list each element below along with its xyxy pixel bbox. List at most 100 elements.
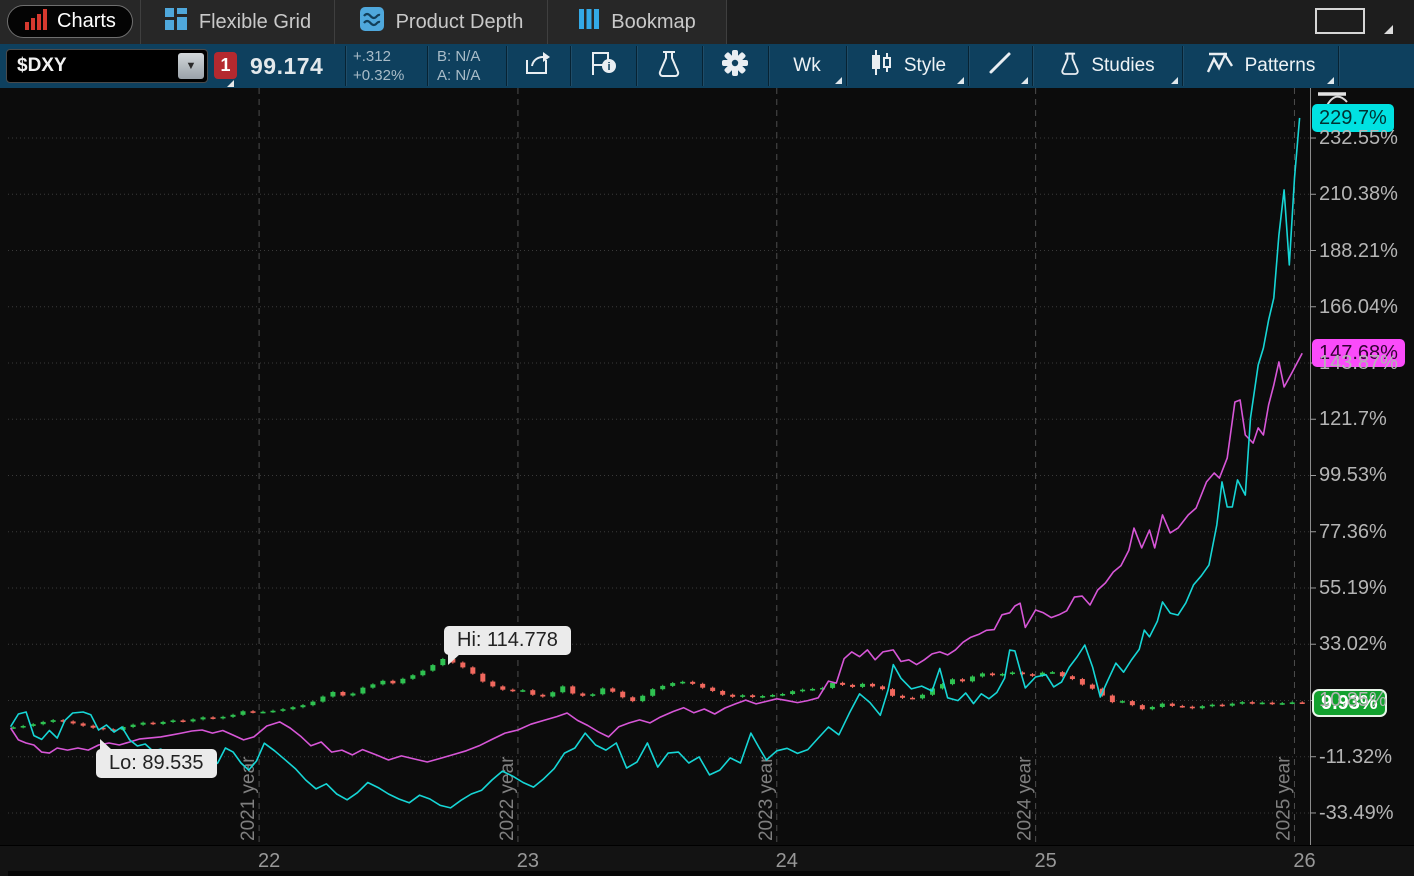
year-gridline-label: 2024 year: [1015, 756, 1036, 841]
chart-canvas[interactable]: 2021 year 2022 year 2023 year 2024 year 2025…: [0, 88, 1414, 845]
price-axis-label: 166.04%: [1319, 295, 1398, 318]
tab-product-depth[interactable]: Product Depth: [334, 0, 547, 44]
timeframe-button[interactable]: Wk: [768, 44, 846, 88]
toolbar-divider: [636, 46, 637, 86]
price-axis-label: -11.32%: [1319, 745, 1393, 768]
change-percent: +0.32%: [353, 67, 405, 84]
candlestick-icon: [868, 48, 894, 84]
dropdown-corner-icon: [1171, 77, 1178, 84]
price-change: +.312 +0.32%: [353, 47, 404, 85]
toolbar-divider: [345, 46, 346, 86]
price-axis-label: 77.36%: [1319, 520, 1387, 543]
price-axis-label: 210.38%: [1319, 183, 1398, 206]
dropdown-corner-icon: [835, 77, 842, 84]
bid-value: B: N/A: [437, 48, 481, 65]
symbol-dropdown-button[interactable]: ▼: [178, 53, 204, 79]
toolbar-divider: [968, 46, 969, 86]
toolbar-divider: [702, 46, 703, 86]
bid-ask: B: N/A A: N/A: [437, 47, 480, 85]
pattern-zigzag-icon: [1205, 49, 1235, 83]
timeframe-label: Wk: [793, 55, 821, 76]
dropdown-corner-icon: [957, 77, 964, 84]
magenta-last-value-badge: 147.68%: [1312, 339, 1405, 368]
toolbar-divider: [1032, 46, 1033, 86]
symbol-input[interactable]: $DXY ▼: [6, 49, 208, 83]
panel-resize-handle[interactable]: [1384, 25, 1393, 34]
year-gridline-label: 2022 year: [497, 756, 518, 841]
last-price: 99.174: [250, 53, 324, 79]
time-axis-label: 22: [257, 850, 281, 872]
cyan-last-value-badge: 229.7%: [1312, 103, 1394, 132]
flag-info-icon: i: [588, 49, 618, 83]
cyan-comparison-line: [9, 117, 1301, 809]
chart-describer-button[interactable]: i: [570, 44, 636, 88]
time-axis-label: 25: [1034, 850, 1057, 872]
flask-icon: [1059, 49, 1081, 83]
drawings-button[interactable]: [968, 44, 1032, 88]
alert-count-badge[interactable]: 1: [214, 52, 237, 79]
high-value-tooltip: Hi: 114.778: [444, 626, 571, 665]
gear-icon: [720, 48, 750, 84]
price-axis-label: 10.85%: [1319, 689, 1387, 712]
toolbar-divider: [570, 46, 571, 86]
price-axis-label: 33.02%: [1319, 633, 1387, 656]
tab-label: Flexible Grid: [198, 10, 312, 33]
low-value-tooltip: Lo: 89.535: [96, 739, 217, 778]
year-gridline-label: 2025 year: [1273, 756, 1294, 841]
chart-toolbar: $DXY ▼ 1 99.174 +.312 +0.32% B: N/A A: N…: [0, 44, 1414, 88]
patterns-button[interactable]: Patterns: [1182, 44, 1338, 88]
price-axis-label: -33.49%: [1319, 801, 1394, 824]
tab-flexible-grid[interactable]: Flexible Grid: [140, 0, 334, 44]
window-restore-control[interactable]: [1315, 8, 1365, 34]
symbol-menu-corner-icon: [227, 80, 234, 87]
toolbar-divider: [1338, 46, 1339, 86]
patterns-label: Patterns: [1244, 55, 1316, 76]
analyze-button[interactable]: [636, 44, 702, 88]
year-gridline-label: 2023 year: [756, 756, 777, 841]
tab-charts[interactable]: Charts: [7, 5, 133, 38]
time-axis[interactable]: 22 23 24 25 26: [0, 845, 1414, 876]
share-button[interactable]: [506, 44, 570, 88]
change-value: +.312: [353, 48, 391, 65]
tab-label: Bookmap: [611, 10, 696, 33]
tab-bar-spacer: [727, 0, 1414, 44]
tab-bookmap[interactable]: Bookmap: [547, 0, 727, 44]
bookmap-bars-icon: [578, 7, 600, 37]
tab-bar: Charts Flexible Grid Product Depth: [0, 0, 1414, 44]
share-icon: [523, 49, 553, 83]
depth-waves-icon: [359, 6, 385, 38]
magenta-comparison-line: [9, 352, 1303, 763]
chart-h-scrollbar[interactable]: [8, 871, 1010, 876]
price-axis-label: 55.19%: [1319, 576, 1387, 599]
studies-button[interactable]: Studies: [1032, 44, 1182, 88]
time-axis-label: 23: [516, 850, 540, 872]
year-gridline-label: 2021 year: [238, 756, 259, 841]
toolbar-divider: [846, 46, 847, 86]
style-button[interactable]: Style: [846, 44, 968, 88]
toolbar-divider: [768, 46, 769, 86]
svg-text:i: i: [607, 61, 610, 73]
ask-value: A: N/A: [437, 67, 481, 84]
style-label: Style: [903, 55, 947, 76]
dxy-last-value-badge: 9.93%: [1312, 688, 1387, 717]
settings-button[interactable]: [702, 44, 768, 88]
studies-label: Studies: [1091, 55, 1155, 76]
tab-label: Charts: [57, 10, 116, 32]
chart-area[interactable]: 2021 year 2022 year 2023 year 2024 year 2025…: [0, 88, 1414, 845]
flask-icon: [656, 48, 682, 84]
price-axis-label: 188.21%: [1319, 239, 1398, 262]
tab-label: Product Depth: [395, 10, 524, 33]
time-axis-label: 24: [775, 850, 798, 872]
price-axis-label: 232.55%: [1319, 127, 1398, 150]
grid-icon: [164, 7, 188, 37]
price-axis-label: 121.7%: [1319, 408, 1387, 431]
trendline-icon: [987, 50, 1013, 82]
toolbar-divider: [427, 46, 428, 86]
symbol-value: $DXY: [17, 55, 67, 76]
dropdown-corner-icon: [1021, 77, 1028, 84]
time-axis-label: 26: [1293, 850, 1316, 872]
price-axis-label: 143.87%: [1319, 352, 1398, 374]
toolbar-divider: [1182, 46, 1183, 86]
chart-series: [9, 117, 1305, 809]
